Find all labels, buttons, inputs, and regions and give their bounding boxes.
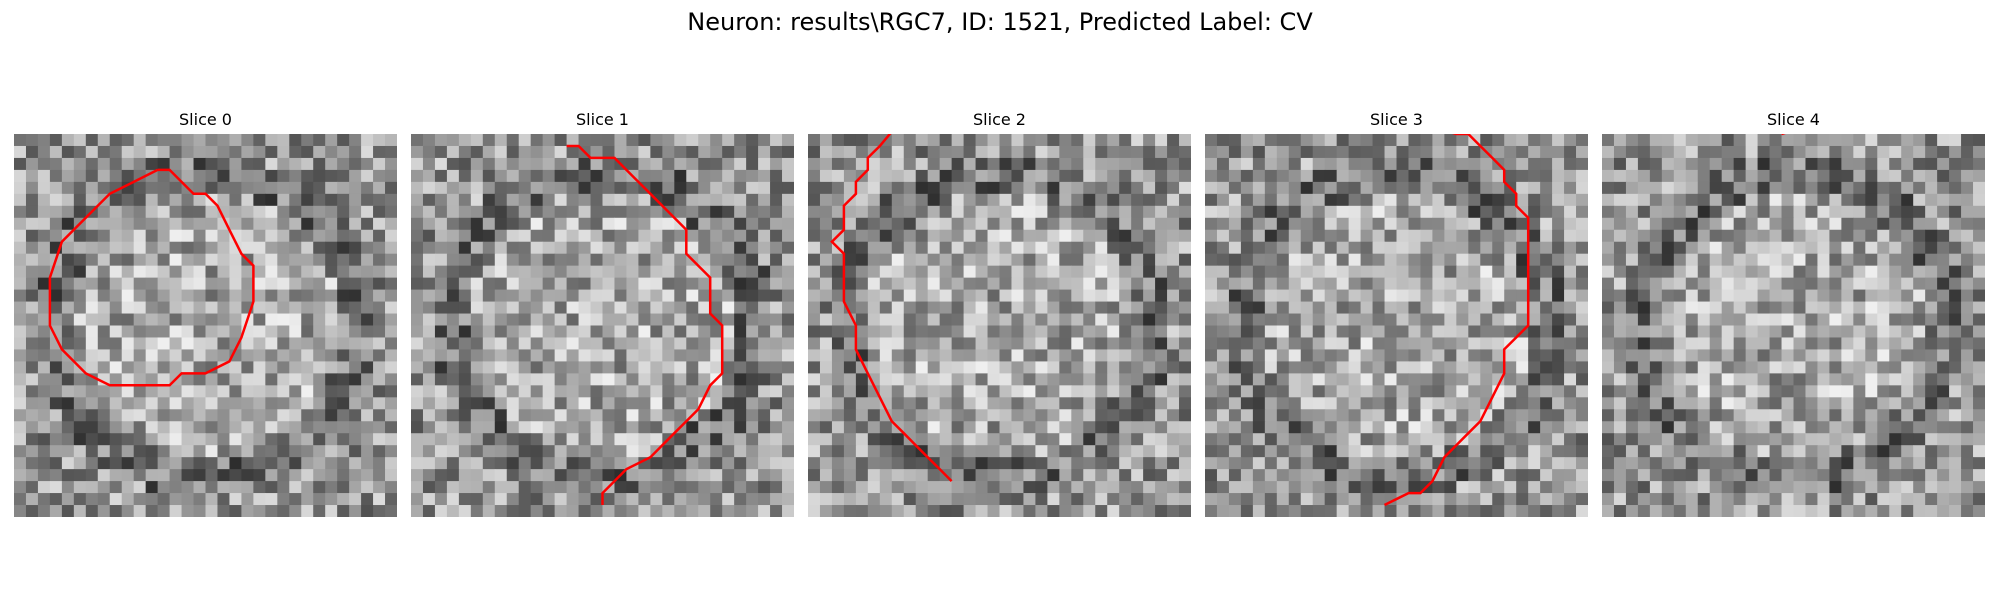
panel-title: Slice 4 xyxy=(1767,110,1820,129)
slice-image xyxy=(808,134,1191,517)
panel-slice-0: Slice 0 xyxy=(14,110,397,517)
slice-image xyxy=(1602,134,1985,517)
slice-image xyxy=(14,134,397,517)
panel-slice-3: Slice 3 xyxy=(1205,110,1588,517)
slice-image xyxy=(1205,134,1588,517)
panel-title: Slice 1 xyxy=(576,110,629,129)
panel-slice-1: Slice 1 xyxy=(411,110,794,517)
contour-line xyxy=(830,134,953,482)
panel-title: Slice 0 xyxy=(179,110,232,129)
panel-slice-2: Slice 2 xyxy=(808,110,1191,517)
panel-title: Slice 2 xyxy=(973,110,1026,129)
contour-line xyxy=(48,168,255,387)
panel-slice-4: Slice 4 xyxy=(1602,110,1985,517)
contour-line xyxy=(1383,134,1530,507)
panel-title: Slice 3 xyxy=(1370,110,1423,129)
slice-image xyxy=(411,134,794,517)
figure-title: Neuron: results\RGC7, ID: 1521, Predicte… xyxy=(687,8,1313,36)
contour-line xyxy=(566,144,724,505)
